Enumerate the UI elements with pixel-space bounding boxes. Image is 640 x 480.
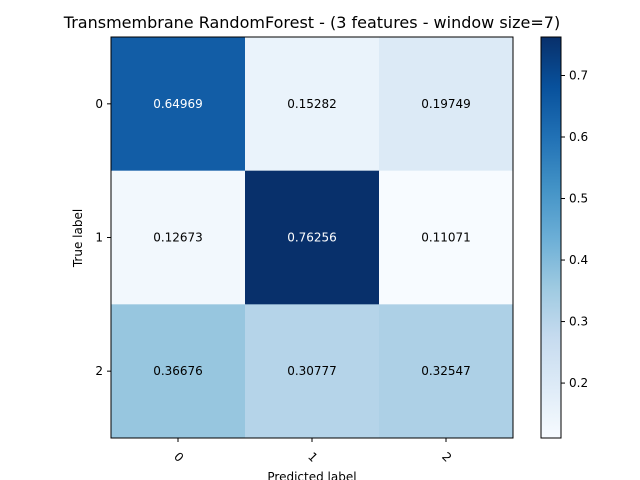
x-axis-label: Predicted label (267, 470, 356, 480)
x-tick-label: 1 (305, 450, 320, 465)
colorbar-tick-label: 0.6 (569, 130, 588, 144)
colorbar-tick-label: 0.7 (569, 68, 588, 82)
heatmap-cell-2-1 (245, 304, 380, 439)
cell-value-label-0-0: 0.64969 (153, 97, 203, 111)
colorbar (540, 36, 562, 439)
colorbar-tick-label: 0.2 (569, 376, 588, 390)
heatmap-cell-2-2 (379, 304, 514, 439)
colorbar-tick-label: 0.5 (569, 192, 588, 206)
cell-value-label-1-0: 0.12673 (153, 231, 203, 245)
y-tick-label: 0 (95, 97, 103, 111)
cell-value-label-0-1: 0.15282 (287, 97, 337, 111)
heatmap-cell-0-2 (379, 37, 514, 172)
cell-value-label-2-1: 0.30777 (287, 364, 337, 378)
colorbar-tick-label: 0.4 (569, 253, 588, 267)
cell-value-label-1-1: 0.76256 (287, 231, 337, 245)
cell-value-label-2-2: 0.32547 (421, 364, 471, 378)
heatmap-cell-2-0 (111, 304, 246, 439)
y-tick-label: 2 (95, 364, 103, 378)
heatmap-cell-1-2 (379, 170, 514, 305)
heatmap-cell-0-1 (245, 37, 380, 172)
heatmap-cell-0-0 (111, 37, 246, 172)
cell-value-label-1-2: 0.11071 (421, 231, 471, 245)
colorbar-ticks: 0.2 0.3 0.4 0.5 0.6 0.7 (561, 68, 588, 390)
cell-value-label-0-2: 0.19749 (421, 97, 471, 111)
x-axis-ticks: 0 1 2 (171, 438, 454, 465)
y-axis-label: True label (71, 209, 85, 268)
y-tick-label: 1 (95, 231, 103, 245)
x-tick-label: 0 (171, 450, 186, 465)
heatmap: 0.64969 0.15282 0.19749 0.12673 0.76256 0.110… (111, 37, 514, 439)
heatmap-cell-1-0 (111, 170, 246, 305)
y-axis-ticks: 0 1 2 (95, 97, 111, 378)
cell-value-label-2-0: 0.36676 (153, 364, 203, 378)
chart-title: Transmembrane RandomForest - (3 features… (63, 13, 560, 32)
x-tick-label: 2 (439, 450, 454, 465)
colorbar-tick-label: 0.3 (569, 315, 588, 329)
heatmap-cell-1-1 (245, 170, 380, 305)
